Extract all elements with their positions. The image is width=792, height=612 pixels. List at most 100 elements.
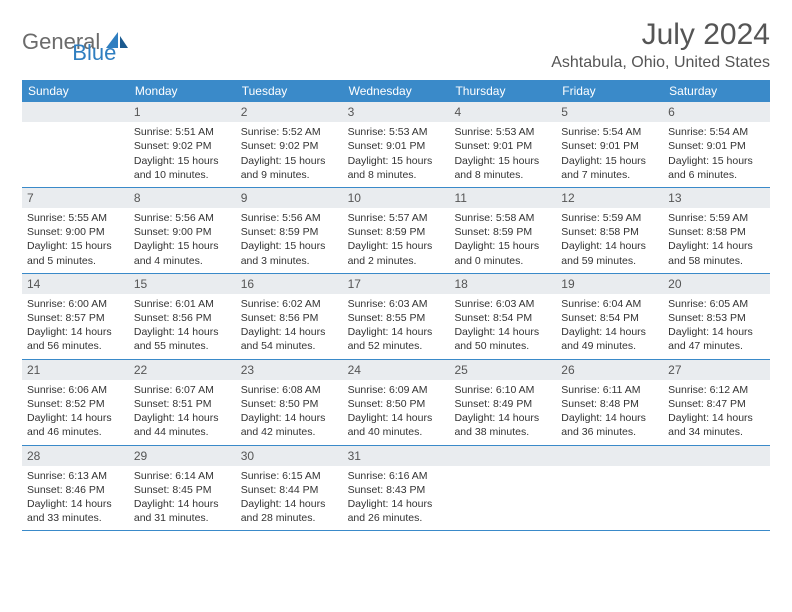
day-info-line: Daylight: 15 hours and 0 minutes. — [454, 239, 551, 267]
day-info-line: Sunrise: 5:56 AM — [241, 211, 338, 225]
calendar: SundayMondayTuesdayWednesdayThursdayFrid… — [22, 80, 770, 531]
day-body: Sunrise: 6:01 AMSunset: 8:56 PMDaylight:… — [129, 294, 236, 359]
day-info-line: Sunset: 8:58 PM — [561, 225, 658, 239]
day-number: 11 — [449, 188, 556, 208]
day-number: 9 — [236, 188, 343, 208]
day-cell: 14Sunrise: 6:00 AMSunset: 8:57 PMDayligh… — [22, 274, 129, 359]
day-cell: 17Sunrise: 6:03 AMSunset: 8:55 PMDayligh… — [343, 274, 450, 359]
day-info-line: Daylight: 15 hours and 6 minutes. — [668, 154, 765, 182]
day-info-line: Sunrise: 6:15 AM — [241, 469, 338, 483]
day-info-line: Sunrise: 5:58 AM — [454, 211, 551, 225]
day-number — [556, 446, 663, 466]
day-cell: 4Sunrise: 5:53 AMSunset: 9:01 PMDaylight… — [449, 102, 556, 187]
day-info-line: Sunset: 8:47 PM — [668, 397, 765, 411]
day-body: Sunrise: 6:04 AMSunset: 8:54 PMDaylight:… — [556, 294, 663, 359]
day-info-line: Sunrise: 5:59 AM — [668, 211, 765, 225]
day-cell — [22, 102, 129, 187]
day-info-line: Sunrise: 6:07 AM — [134, 383, 231, 397]
day-info-line: Sunset: 8:43 PM — [348, 483, 445, 497]
day-info-line: Sunrise: 5:52 AM — [241, 125, 338, 139]
day-info-line: Daylight: 14 hours and 36 minutes. — [561, 411, 658, 439]
day-cell: 21Sunrise: 6:06 AMSunset: 8:52 PMDayligh… — [22, 360, 129, 445]
day-info-line: Sunset: 8:44 PM — [241, 483, 338, 497]
day-body: Sunrise: 6:11 AMSunset: 8:48 PMDaylight:… — [556, 380, 663, 445]
day-number: 21 — [22, 360, 129, 380]
day-body: Sunrise: 6:12 AMSunset: 8:47 PMDaylight:… — [663, 380, 770, 445]
day-cell: 1Sunrise: 5:51 AMSunset: 9:02 PMDaylight… — [129, 102, 236, 187]
day-number: 28 — [22, 446, 129, 466]
day-body: Sunrise: 5:54 AMSunset: 9:01 PMDaylight:… — [663, 122, 770, 187]
day-info-line: Daylight: 14 hours and 58 minutes. — [668, 239, 765, 267]
day-number: 3 — [343, 102, 450, 122]
day-info-line: Daylight: 15 hours and 8 minutes. — [348, 154, 445, 182]
day-info-line: Daylight: 14 hours and 42 minutes. — [241, 411, 338, 439]
day-cell: 2Sunrise: 5:52 AMSunset: 9:02 PMDaylight… — [236, 102, 343, 187]
day-cell: 13 Sunrise: 5:59 AMSunset: 8:58 PMDayligh… — [663, 188, 770, 273]
day-info-line: Sunrise: 6:13 AM — [27, 469, 124, 483]
day-info-line: Sunset: 8:59 PM — [454, 225, 551, 239]
day-info-line: Sunset: 8:59 PM — [241, 225, 338, 239]
day-info-line: Sunset: 8:58 PM — [668, 225, 765, 239]
day-info-line: Daylight: 15 hours and 4 minutes. — [134, 239, 231, 267]
day-cell: 7Sunrise: 5:55 AMSunset: 9:00 PMDaylight… — [22, 188, 129, 273]
day-info-line: Sunrise: 6:02 AM — [241, 297, 338, 311]
month-title: July 2024 — [551, 18, 770, 52]
day-number: 18 — [449, 274, 556, 294]
day-info-line: Sunrise: 5:51 AM — [134, 125, 231, 139]
day-info-line: Daylight: 15 hours and 5 minutes. — [27, 239, 124, 267]
weekday-header: Tuesday — [236, 80, 343, 102]
day-number: 14 — [22, 274, 129, 294]
day-cell: 5Sunrise: 5:54 AMSunset: 9:01 PMDaylight… — [556, 102, 663, 187]
day-body: Sunrise: 6:02 AMSunset: 8:56 PMDaylight:… — [236, 294, 343, 359]
day-cell: 28Sunrise: 6:13 AMSunset: 8:46 PMDayligh… — [22, 446, 129, 531]
day-number: 10 — [343, 188, 450, 208]
day-info-line: Sunrise: 6:01 AM — [134, 297, 231, 311]
day-number: 20 — [663, 274, 770, 294]
day-info-line: Sunset: 8:57 PM — [27, 311, 124, 325]
day-body: Sunrise: 6:08 AMSunset: 8:50 PMDaylight:… — [236, 380, 343, 445]
week-row: 21Sunrise: 6:06 AMSunset: 8:52 PMDayligh… — [22, 360, 770, 446]
day-number: 15 — [129, 274, 236, 294]
day-body: Sunrise: 6:06 AMSunset: 8:52 PMDaylight:… — [22, 380, 129, 445]
day-info-line: Sunset: 8:54 PM — [561, 311, 658, 325]
day-body: Sunrise: 6:00 AMSunset: 8:57 PMDaylight:… — [22, 294, 129, 359]
day-info-line: Daylight: 14 hours and 47 minutes. — [668, 325, 765, 353]
day-info-line: Sunset: 8:54 PM — [454, 311, 551, 325]
day-info-line: Sunset: 9:02 PM — [241, 139, 338, 153]
day-cell: 8Sunrise: 5:56 AMSunset: 9:00 PMDaylight… — [129, 188, 236, 273]
day-info-line: Daylight: 14 hours and 59 minutes. — [561, 239, 658, 267]
day-cell: 27Sunrise: 6:12 AMSunset: 8:47 PMDayligh… — [663, 360, 770, 445]
day-number: 8 — [129, 188, 236, 208]
day-cell: 6Sunrise: 5:54 AMSunset: 9:01 PMDaylight… — [663, 102, 770, 187]
week-row: 7Sunrise: 5:55 AMSunset: 9:00 PMDaylight… — [22, 188, 770, 274]
day-info-line: Sunset: 8:52 PM — [27, 397, 124, 411]
day-info-line: Sunrise: 5:54 AM — [668, 125, 765, 139]
logo: General Blue — [22, 18, 116, 66]
day-info-line: Sunrise: 5:56 AM — [134, 211, 231, 225]
day-info-line: Daylight: 14 hours and 52 minutes. — [348, 325, 445, 353]
location: Ashtabula, Ohio, United States — [551, 54, 770, 72]
day-number: 22 — [129, 360, 236, 380]
day-info-line: Sunrise: 6:11 AM — [561, 383, 658, 397]
weekday-header-row: SundayMondayTuesdayWednesdayThursdayFrid… — [22, 80, 770, 102]
day-cell: 11 Sunrise: 5:58 AMSunset: 8:59 PMDayligh… — [449, 188, 556, 273]
day-body: Sunrise: 5:56 AMSunset: 9:00 PMDaylight:… — [129, 208, 236, 273]
day-info-line: Daylight: 14 hours and 50 minutes. — [454, 325, 551, 353]
day-info-line: Daylight: 15 hours and 10 minutes. — [134, 154, 231, 182]
day-cell: 16Sunrise: 6:02 AMSunset: 8:56 PMDayligh… — [236, 274, 343, 359]
day-info-line: Sunrise: 6:08 AM — [241, 383, 338, 397]
day-info-line: Daylight: 15 hours and 3 minutes. — [241, 239, 338, 267]
day-cell: 23Sunrise: 6:08 AMSunset: 8:50 PMDayligh… — [236, 360, 343, 445]
day-info-line: Sunset: 8:56 PM — [241, 311, 338, 325]
day-number: 13 — [663, 188, 770, 208]
day-info-line: Daylight: 14 hours and 38 minutes. — [454, 411, 551, 439]
day-number: 6 — [663, 102, 770, 122]
day-info-line: Daylight: 14 hours and 46 minutes. — [27, 411, 124, 439]
day-info-line: Sunrise: 6:12 AM — [668, 383, 765, 397]
day-body: Sunrise: 5:57 AMSunset: 8:59 PMDaylight:… — [343, 208, 450, 273]
day-cell: 12Sunrise: 5:59 AMSunset: 8:58 PMDayligh… — [556, 188, 663, 273]
day-info-line: Daylight: 14 hours and 33 minutes. — [27, 497, 124, 525]
weekday-header: Saturday — [663, 80, 770, 102]
day-cell: 10Sunrise: 5:57 AMSunset: 8:59 PMDayligh… — [343, 188, 450, 273]
day-number: 23 — [236, 360, 343, 380]
